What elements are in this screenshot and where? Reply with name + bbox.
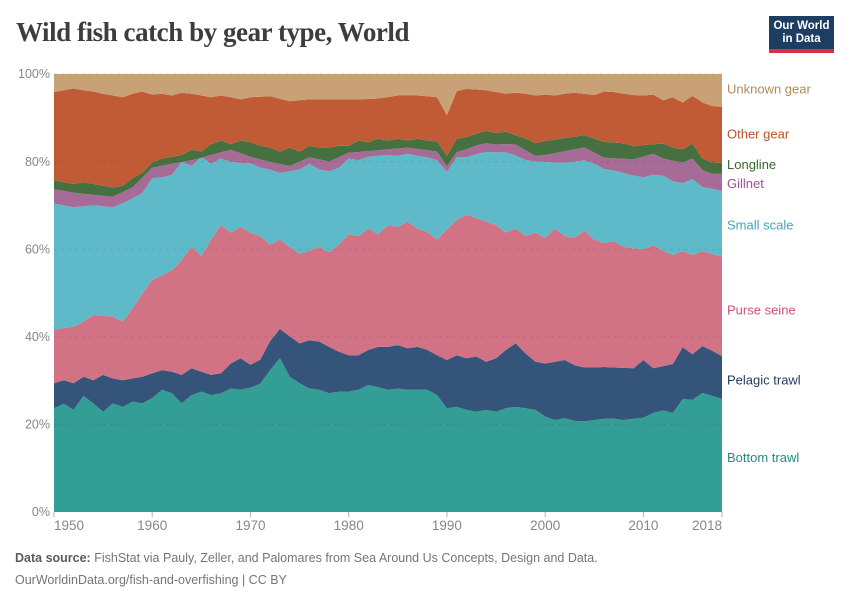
svg-text:Purse seine: Purse seine (727, 303, 796, 318)
svg-text:60%: 60% (25, 242, 50, 256)
svg-text:20%: 20% (25, 418, 50, 432)
svg-text:Unknown gear: Unknown gear (727, 82, 811, 97)
svg-text:Longline: Longline (727, 157, 776, 172)
svg-text:1980: 1980 (334, 518, 364, 533)
svg-text:80%: 80% (25, 155, 50, 169)
svg-text:1970: 1970 (235, 518, 265, 533)
svg-text:1990: 1990 (432, 518, 462, 533)
svg-text:2000: 2000 (530, 518, 560, 533)
svg-text:2010: 2010 (628, 518, 658, 533)
svg-text:Bottom trawl: Bottom trawl (727, 450, 799, 465)
svg-text:Gillnet: Gillnet (727, 176, 764, 191)
svg-text:Pelagic trawl: Pelagic trawl (727, 373, 801, 388)
svg-text:1960: 1960 (137, 518, 167, 533)
svg-text:100%: 100% (18, 67, 50, 81)
svg-text:2018: 2018 (692, 518, 722, 533)
svg-text:1950: 1950 (54, 518, 84, 533)
svg-text:40%: 40% (25, 330, 50, 344)
svg-text:Other gear: Other gear (727, 127, 790, 142)
svg-text:Small scale: Small scale (727, 218, 793, 233)
svg-text:0%: 0% (32, 505, 50, 519)
